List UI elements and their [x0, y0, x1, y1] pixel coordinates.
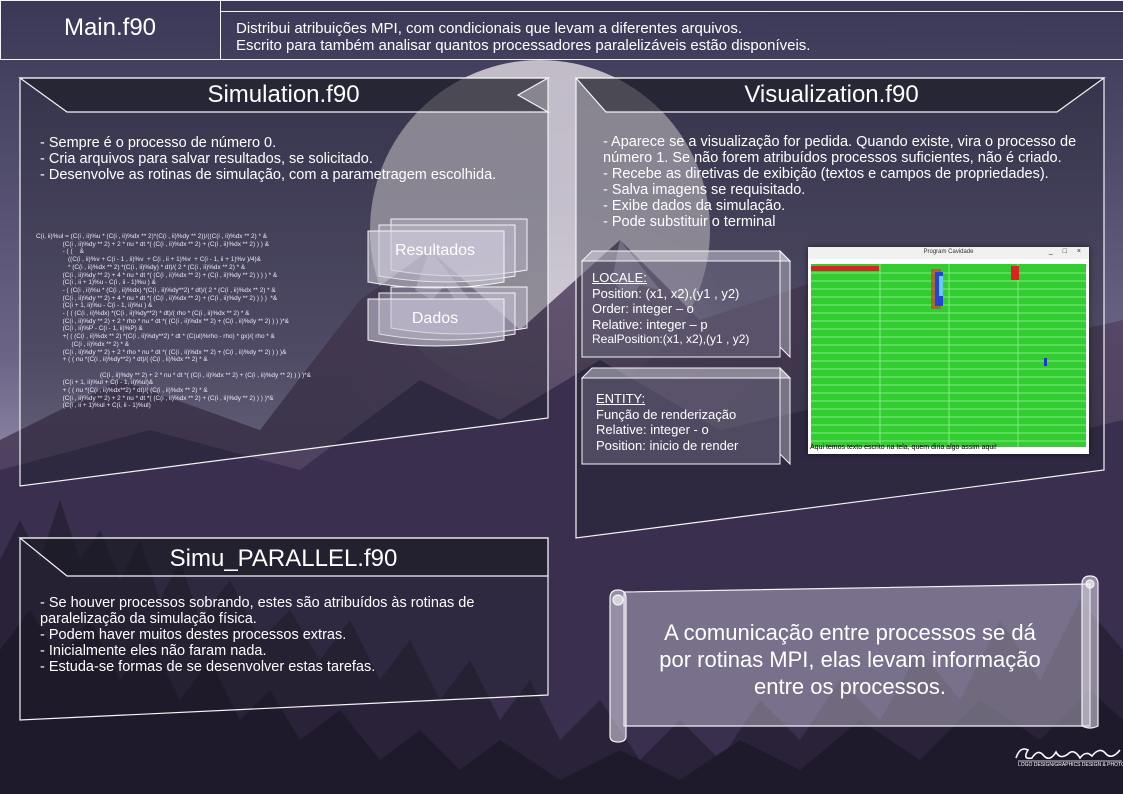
- entity-line: Função de renderização: [596, 406, 737, 422]
- header-inner-rule: [220, 11, 1123, 12]
- signature-logo: [1015, 748, 1122, 762]
- locale-line: Relative: integer – p: [592, 316, 708, 332]
- header-left-rule: [0, 0, 1, 60]
- simulation-bullets: - Sempre é o processo de número 0. - Cri…: [40, 135, 540, 183]
- visualization-bullets: - Aparece se a visualização for pedida. …: [603, 134, 1098, 230]
- scroll-line: A comunicação entre processos se dá: [664, 620, 1036, 645]
- resultados-stack: [367, 218, 528, 289]
- program-window: Program Cavidade _ □ × Aqui temos texto …: [808, 247, 1089, 454]
- list-item: - Podem haver muitos destes processos ex…: [40, 627, 347, 643]
- list-item: - Desenvolve as rotinas de simulação, co…: [40, 167, 497, 183]
- scroll-message: A comunicação entre processos se dá por …: [620, 619, 1080, 700]
- window-controls[interactable]: _ □ ×: [1048, 248, 1085, 255]
- list-item: - Sempre é o processo de número 0.: [40, 135, 277, 151]
- visualization-title-banner: [574, 77, 1106, 113]
- header-divider: [220, 0, 221, 60]
- field-red-band: [811, 266, 879, 271]
- list-item: - Inicialmente eles não faram nada.: [40, 643, 267, 659]
- dados-label: Dados: [411, 310, 459, 327]
- list-item: - Recebe as diretivas de exibição (texto…: [603, 166, 1049, 182]
- locale-box-shape: [580, 249, 792, 359]
- locale-line: Order: integer – o: [592, 301, 694, 317]
- list-item: - Estuda-se formas de se desenvolver est…: [40, 659, 376, 675]
- field-red-edge: [1011, 266, 1019, 280]
- entity-heading: ENTITY:: [596, 391, 646, 406]
- scroll-line: entre os processos.: [754, 674, 946, 699]
- simulation-formula: C(i, ii)%ul = (C(i , ii)%u * (C(i , ii)%…: [36, 233, 311, 410]
- list-item: - Se houver processos sobrando, estes sã…: [40, 595, 475, 627]
- main-title: Main.f90: [63, 14, 157, 41]
- locale-heading: LOCALE:: [592, 270, 647, 285]
- entity-line: Position: inicio de render: [596, 437, 739, 453]
- list-item: - Exibe dados da simulação.: [603, 198, 786, 214]
- list-item: - Salva imagens se requisitado.: [603, 182, 806, 198]
- window-titlebar: Program Cavidade _ □ ×: [808, 247, 1089, 259]
- dados-stack: [367, 286, 528, 347]
- locale-box: LOCALE: Position: (x1, x2),(y1 , y2) Ord…: [592, 270, 749, 348]
- scroll-line: por rotinas MPI, elas levam informação: [659, 647, 1041, 672]
- entity-box-shape: [580, 366, 792, 466]
- main-description: Distribui atribuições MPI, com condicion…: [236, 20, 810, 54]
- scroll-shape: [609, 575, 1099, 743]
- visualization-title: Visualization.f90: [744, 81, 919, 108]
- window-title: Program Cavidade: [923, 249, 974, 255]
- field-blue-particle: [1044, 358, 1047, 366]
- entity-box: ENTITY: Função de renderização Relative:…: [596, 391, 738, 453]
- parallel-bullets: - Se houver processos sobrando, estes sã…: [40, 595, 540, 675]
- main-description-line: Escrito para também analisar quantos pro…: [236, 37, 811, 54]
- header-bottom-rule: [0, 59, 1123, 60]
- parallel-title-banner: [18, 537, 549, 577]
- locale-line: Position: (x1, x2),(y1 , y2): [592, 285, 740, 301]
- resultados-label: Resultados: [394, 242, 476, 259]
- window-caption: Aqui temos texto escrito na tela, quem d…: [810, 444, 997, 451]
- grid-stripes: [811, 264, 1086, 447]
- simulation-title: Simulation.f90: [207, 81, 360, 108]
- header-bar: Main.f90 Distribui atribuições MPI, com …: [0, 0, 1123, 60]
- main-description-line: Distribui atribuições MPI, com condicion…: [236, 20, 743, 37]
- list-item: - Aparece se a visualização for pedida. …: [603, 134, 1077, 166]
- parallel-title: Simu_PARALLEL.f90: [169, 545, 398, 572]
- list-item: - Pode substituir o terminal: [603, 214, 776, 230]
- simulation-title-banner: [18, 77, 551, 113]
- header-top-rule: [0, 0, 1123, 1]
- signature-tagline: LOGO DESIGN/GRAPHICS DESIGN & PHOTO E: [1018, 762, 1123, 768]
- list-item: - Cria arquivos para salvar resultados, …: [40, 151, 373, 167]
- entity-line: Relative: integer - o: [596, 422, 709, 438]
- simulation-field-canvas: [811, 264, 1086, 447]
- locale-line: RealPosition:(x1, x2),(y1 , y2): [592, 332, 750, 347]
